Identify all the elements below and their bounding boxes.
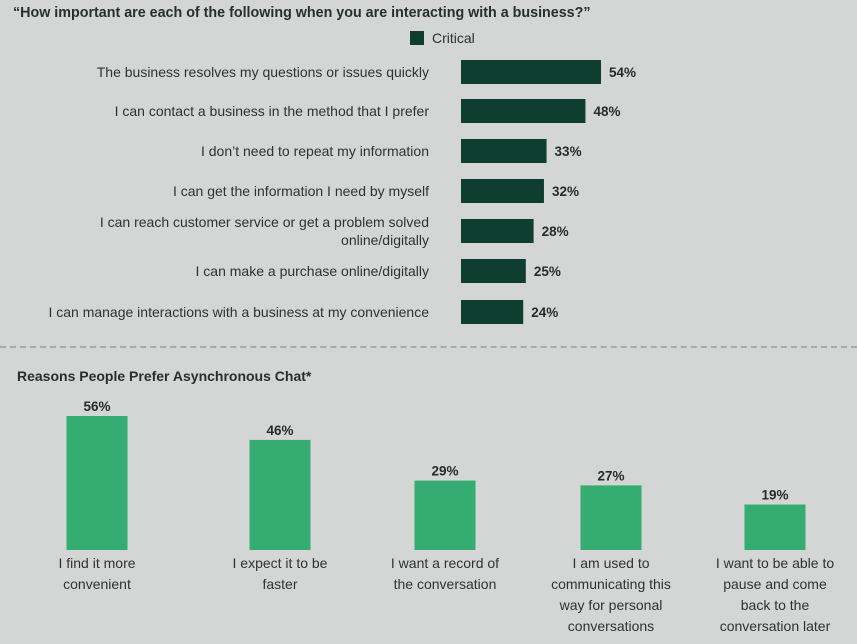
importance-chart-title: “How important are each of the following… — [13, 5, 591, 21]
critical-legend-swatch — [410, 31, 424, 45]
async-chat-value-label-i-find-it-more-convenient: 56% — [83, 399, 110, 414]
async-chat-value-label-i-want-a-record-of-the-conversation: 29% — [431, 464, 458, 479]
async-chat-category-label-i-am-used-to-communicating-this-way-for-personal-line-3: way for personal — [559, 597, 663, 613]
async-chat-category-label-i-am-used-to-communicating-this-way-for-personal-line-4: conversations — [568, 618, 654, 634]
async-chat-category-label-i-want-a-record-of-the-conversation-line-2: the conversation — [394, 576, 497, 592]
async-chat-chart-title: Reasons People Prefer Asynchronous Chat* — [17, 368, 312, 384]
async-chat-bar-i-find-it-more-convenient — [66, 416, 128, 550]
importance-bar-i-can-get-the-information-i-need-by-myself — [461, 179, 544, 203]
importance-value-label-i-can-get-the-information-i-need-by-myself: 32% — [552, 184, 579, 199]
importance-category-label-i-dont-need-to-repeat-my-information: I don’t need to repeat my information — [201, 143, 429, 159]
async-chat-category-label-i-find-it-more-convenient-line-1: I find it more — [58, 555, 135, 571]
importance-bar-the-business-resolves-my-questions-or-issues-qui — [461, 60, 601, 84]
critical-legend-label: Critical — [432, 30, 475, 46]
importance-horizontal-bar-chart: The business resolves my questions or is… — [48, 60, 636, 324]
async-chat-bar-i-am-used-to-communicating-this-way-for-personal — [580, 485, 642, 550]
async-chat-category-label-i-am-used-to-communicating-this-way-for-personal-line-2: communicating this — [551, 576, 671, 592]
async-chat-category-label-i-want-to-be-able-to-pause-and-come-back-to-the--line-2: pause and come — [723, 576, 827, 592]
importance-value-label-i-dont-need-to-repeat-my-information: 33% — [555, 144, 582, 159]
importance-value-label-i-can-reach-customer-service-or-get-a-problem-so: 28% — [542, 224, 569, 239]
importance-bar-i-can-make-a-purchase-online-digitally — [461, 259, 526, 283]
importance-category-label-i-can-get-the-information-i-need-by-myself: I can get the information I need by myse… — [173, 183, 429, 199]
async-chat-value-label-i-expect-it-to-be-faster: 46% — [266, 423, 293, 438]
async-chat-bar-i-want-to-be-able-to-pause-and-come-back-to-the- — [744, 504, 806, 550]
importance-category-label-i-can-reach-customer-service-or-get-a-problem-so-line-1: I can reach customer service or get a pr… — [100, 214, 429, 230]
importance-value-label-i-can-manage-interactions-with-a-business-at-my-: 24% — [531, 305, 558, 320]
async-chat-category-label-i-am-used-to-communicating-this-way-for-personal-line-1: I am used to — [572, 555, 649, 571]
async-chat-category-label-i-want-to-be-able-to-pause-and-come-back-to-the--line-4: conversation later — [720, 618, 831, 634]
importance-category-label-i-can-contact-a-business-in-the-method-that-i-pr: I can contact a business in the method t… — [115, 103, 430, 119]
async-chat-value-label-i-am-used-to-communicating-this-way-for-personal: 27% — [597, 468, 624, 483]
async-chat-category-label-i-find-it-more-convenient-line-2: convenient — [63, 576, 131, 592]
importance-value-label-i-can-make-a-purchase-online-digitally: 25% — [534, 264, 561, 279]
importance-value-label-the-business-resolves-my-questions-or-issues-qui: 54% — [609, 65, 636, 80]
async-chat-bar-i-want-a-record-of-the-conversation — [414, 480, 476, 550]
importance-bar-i-can-contact-a-business-in-the-method-that-i-pr — [461, 99, 586, 123]
importance-category-label-i-can-reach-customer-service-or-get-a-problem-so-line-2: online/digitally — [341, 232, 429, 248]
importance-bar-i-can-manage-interactions-with-a-business-at-my- — [461, 300, 524, 324]
importance-bar-i-can-reach-customer-service-or-get-a-problem-so — [461, 219, 534, 243]
importance-value-label-i-can-contact-a-business-in-the-method-that-i-pr: 48% — [593, 104, 620, 119]
async-chat-category-label-i-want-a-record-of-the-conversation-line-1: I want a record of — [391, 555, 499, 571]
importance-chart-legend: Critical — [410, 28, 475, 48]
async-chat-value-label-i-want-to-be-able-to-pause-and-come-back-to-the-: 19% — [761, 488, 788, 503]
async-chat-category-label-i-want-to-be-able-to-pause-and-come-back-to-the--line-1: I want to be able to — [716, 555, 835, 571]
section-divider — [0, 346, 857, 348]
importance-category-label-i-can-manage-interactions-with-a-business-at-my-: I can manage interactions with a busines… — [48, 304, 429, 320]
async-chat-bar-i-expect-it-to-be-faster — [249, 439, 311, 550]
async-chat-category-label-i-want-to-be-able-to-pause-and-come-back-to-the--line-3: back to the — [741, 597, 810, 613]
importance-bar-i-dont-need-to-repeat-my-information — [461, 139, 547, 163]
importance-category-label-the-business-resolves-my-questions-or-issues-qui: The business resolves my questions or is… — [97, 64, 429, 80]
async-chat-category-label-i-expect-it-to-be-faster-line-1: I expect it to be — [233, 555, 328, 571]
async-chat-category-label-i-expect-it-to-be-faster-line-2: faster — [262, 576, 297, 592]
importance-category-label-i-can-make-a-purchase-online-digitally: I can make a purchase online/digitally — [196, 263, 429, 279]
